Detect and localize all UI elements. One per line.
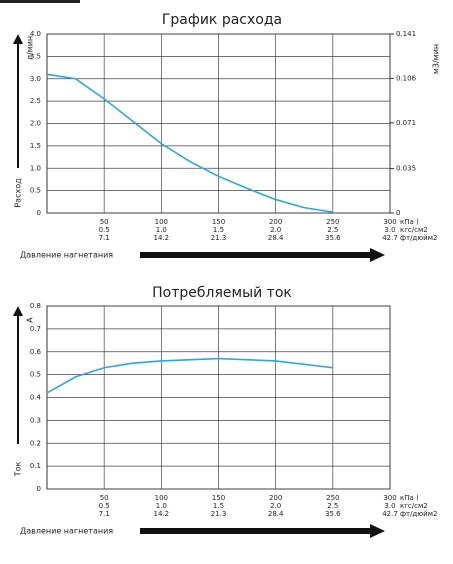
x-tick-label: 300 bbox=[383, 494, 396, 502]
x-tick-label-ft: 28.4 bbox=[268, 234, 284, 242]
x-unit: кгс/см2 bbox=[400, 502, 428, 510]
x-tick-label: 200 bbox=[269, 494, 282, 502]
x-tick-label: 250 bbox=[326, 494, 339, 502]
x-unit: кПа ) bbox=[400, 494, 419, 502]
x-tick-label-kgf: 2.5 bbox=[327, 226, 338, 234]
y2-axis-label: м3/мин bbox=[432, 44, 441, 74]
x-unit: кПа ) bbox=[400, 218, 419, 226]
x-tick-label: 100 bbox=[155, 494, 168, 502]
x-tick-label: 100 bbox=[155, 218, 168, 226]
y-tick-label: 3.0 bbox=[30, 75, 41, 83]
y2-tick-label: 0.071 bbox=[396, 119, 416, 127]
x-arrow bbox=[140, 248, 385, 262]
x-arrow bbox=[140, 524, 385, 538]
y-tick-label: 0.4 bbox=[30, 394, 42, 402]
x-axis-label: Давление нагнетания bbox=[20, 251, 113, 260]
data-line bbox=[46, 357, 333, 394]
y-tick-label: 4.0 bbox=[30, 30, 41, 38]
x-tick-label-kgf: 1.5 bbox=[213, 226, 224, 234]
top-bar bbox=[0, 0, 80, 3]
x-tick-label-kgf: 3.0 bbox=[384, 502, 395, 510]
x-tick-label-ft: 35.6 bbox=[325, 234, 341, 242]
y-tick-label: 2.0 bbox=[30, 120, 41, 128]
y-tick-label: 0 bbox=[37, 209, 41, 217]
y-tick-label: 0.6 bbox=[30, 348, 42, 356]
x-tick-label: 150 bbox=[212, 494, 225, 502]
y2-tick-label: 0.106 bbox=[396, 74, 417, 82]
x-tick-label-kgf: 1.0 bbox=[156, 502, 167, 510]
y-arrow-head bbox=[13, 306, 23, 316]
y-tick-label: 1.0 bbox=[30, 164, 41, 172]
y-tick-label: 0.1 bbox=[30, 462, 41, 470]
y2-tick-label: 0.035 bbox=[396, 165, 416, 173]
y-unit: A bbox=[26, 317, 35, 323]
y2-tick-label: 0.141 bbox=[396, 30, 416, 38]
x-tick-label-kgf: 2.0 bbox=[270, 502, 281, 510]
y-tick-label: 0.7 bbox=[30, 325, 41, 333]
y-tick-label: 2.5 bbox=[30, 97, 41, 105]
x-tick-label-kgf: 2.0 bbox=[270, 226, 281, 234]
y-tick-label: 0.5 bbox=[30, 187, 41, 195]
x-tick-label-kgf: 0.5 bbox=[99, 226, 110, 234]
x-tick-label-ft: 28.4 bbox=[268, 510, 284, 518]
x-tick-label-kgf: 0.5 bbox=[99, 502, 110, 510]
y-tick-label: 0 bbox=[37, 485, 41, 493]
x-tick-label: 300 bbox=[383, 218, 396, 226]
x-tick-label-ft: 21.3 bbox=[211, 234, 227, 242]
x-tick-label: 50 bbox=[100, 494, 109, 502]
y-tick-label: 1.5 bbox=[30, 142, 41, 150]
x-tick-label-ft: 21.3 bbox=[211, 510, 227, 518]
y-arrow-head bbox=[13, 34, 23, 44]
y-tick-label: 0.5 bbox=[30, 371, 41, 379]
x-axis-label: Давление нагнетания bbox=[20, 527, 113, 536]
x-tick-label: 50 bbox=[100, 218, 109, 226]
data-line bbox=[46, 73, 333, 213]
chart-title: Потребляемый ток bbox=[152, 285, 292, 301]
x-tick-label-kgf: 1.0 bbox=[156, 226, 167, 234]
x-unit: фт/дюйм2 bbox=[400, 510, 437, 518]
x-tick-label-ft: 35.6 bbox=[325, 510, 341, 518]
x-tick-label-kgf: 2.5 bbox=[327, 502, 338, 510]
y-tick-label: 3.5 bbox=[30, 52, 41, 60]
x-tick-label-ft: 42.7 bbox=[382, 234, 398, 242]
x-tick-label-ft: 7.1 bbox=[99, 234, 110, 242]
y-axis-label: Ток bbox=[14, 462, 23, 478]
x-tick-label-kgf: 1.5 bbox=[213, 502, 224, 510]
x-tick-label: 200 bbox=[269, 218, 282, 226]
x-tick-label: 150 bbox=[212, 218, 225, 226]
x-tick-label-kgf: 3.0 bbox=[384, 226, 395, 234]
y-tick-label: 0.2 bbox=[30, 439, 41, 447]
y-tick-label: 0.8 bbox=[30, 302, 41, 310]
x-tick-label-ft: 42.7 bbox=[382, 510, 398, 518]
y-axis-label: Расход bbox=[14, 178, 23, 208]
x-tick-label: 250 bbox=[326, 218, 339, 226]
x-tick-label-ft: 14.2 bbox=[154, 510, 170, 518]
x-unit: кгс/см2 bbox=[400, 226, 428, 234]
y-tick-label: 0.3 bbox=[30, 416, 41, 424]
y-unit: л/мин bbox=[26, 36, 35, 60]
x-tick-label-ft: 7.1 bbox=[99, 510, 110, 518]
x-unit: фт/дюйм2 bbox=[400, 234, 437, 242]
x-tick-label-ft: 14.2 bbox=[154, 234, 170, 242]
y2-tick-label: 0 bbox=[396, 209, 400, 217]
chart-title: График расхода bbox=[162, 12, 282, 28]
